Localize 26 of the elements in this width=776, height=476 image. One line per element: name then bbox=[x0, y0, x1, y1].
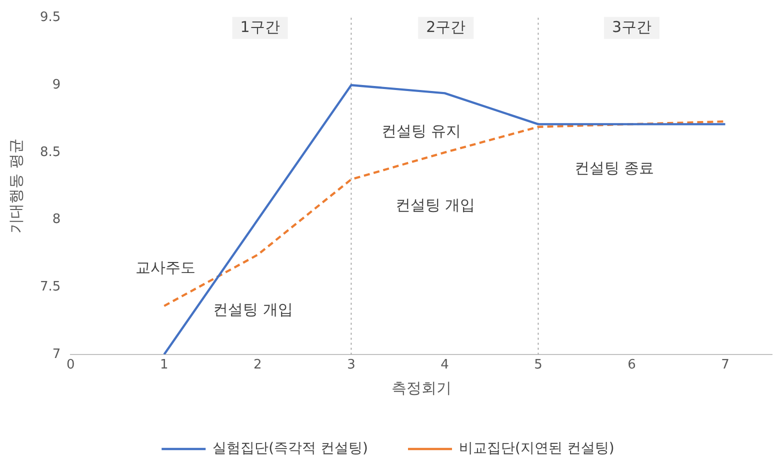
x-tick-label: 1 bbox=[160, 358, 168, 373]
annotation: 컨설팅 유지 bbox=[381, 122, 462, 140]
x-tick-label: 2 bbox=[254, 358, 262, 373]
annotation: 컨설팅 개입 bbox=[213, 300, 293, 319]
y-tick-label: 9 bbox=[52, 77, 61, 92]
annotation: 컨설팅 개입 bbox=[395, 196, 476, 214]
y-tick-label: 8 bbox=[52, 212, 61, 228]
legend-label: 실험집단(즉각적 컨설팅) bbox=[212, 440, 368, 457]
y-tick-label: 7 bbox=[52, 346, 61, 362]
annotation: 2구간 bbox=[426, 18, 466, 36]
y-tick-label: 8.5 bbox=[40, 144, 61, 160]
annotation: 1구간 bbox=[240, 18, 280, 36]
legend-label: 비교집단(지연된 컨설팅) bbox=[459, 440, 614, 457]
annotation: 교사주도 bbox=[135, 258, 196, 276]
x-tick-label: 3 bbox=[347, 358, 356, 373]
y-tick-label: 7.5 bbox=[40, 279, 61, 294]
x-tick-label: 6 bbox=[628, 358, 636, 373]
y-tick-label: 9.5 bbox=[40, 10, 61, 26]
x-tick-label: 5 bbox=[534, 358, 542, 373]
y-axis-title: 기대행동 평균 bbox=[6, 138, 25, 234]
annotation: 컨설팅 종료 bbox=[574, 159, 654, 178]
x-axis-title: 측정회기 bbox=[391, 378, 452, 397]
annotation: 3구간 bbox=[612, 18, 652, 36]
x-tick-label: 4 bbox=[440, 358, 449, 373]
x-tick-label: 7 bbox=[721, 358, 730, 373]
x-tick-label: 0 bbox=[66, 358, 75, 373]
